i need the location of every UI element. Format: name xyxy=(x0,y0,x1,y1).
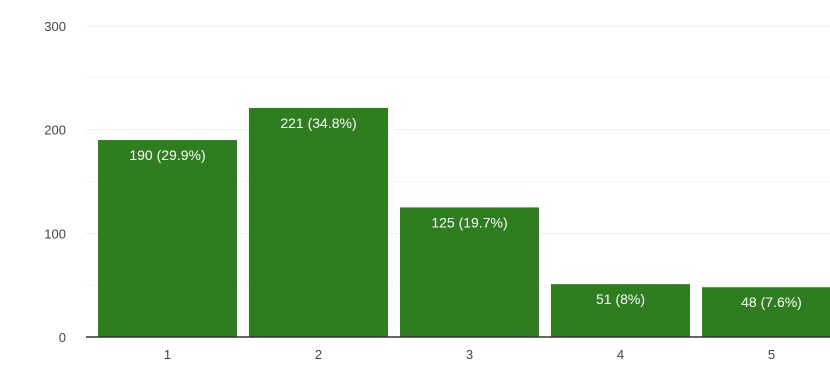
bar-data-label: 190 (29.9%) xyxy=(129,147,205,163)
x-axis-ticks: 1 2 3 4 5 xyxy=(164,347,775,362)
y-axis-ticks: 0 100 200 300 xyxy=(44,19,66,345)
bar-1[interactable] xyxy=(98,140,237,337)
x-tick-label: 5 xyxy=(768,347,775,362)
x-tick-label: 3 xyxy=(466,347,473,362)
y-tick-label: 300 xyxy=(44,19,66,34)
bar-5[interactable] xyxy=(702,287,830,337)
bar-data-label: 48 (7.6%) xyxy=(741,294,802,310)
bar-data-label: 221 (34.8%) xyxy=(280,115,356,131)
x-tick-label: 2 xyxy=(315,347,322,362)
y-tick-label: 100 xyxy=(44,226,66,241)
bar-data-label: 51 (8%) xyxy=(596,291,645,307)
bar-3[interactable] xyxy=(400,207,539,337)
bar-data-labels: 190 (29.9%) 221 (34.8%) 125 (19.7%) 51 (8%)… xyxy=(129,115,801,310)
bar-4[interactable] xyxy=(551,284,690,337)
bar-data-label: 125 (19.7%) xyxy=(431,214,507,230)
bars xyxy=(98,107,830,337)
x-tick-label: 1 xyxy=(164,347,171,362)
y-tick-label: 200 xyxy=(44,123,66,138)
x-tick-label: 4 xyxy=(617,347,624,362)
bar-2[interactable] xyxy=(249,107,388,337)
y-tick-label: 0 xyxy=(59,330,66,345)
